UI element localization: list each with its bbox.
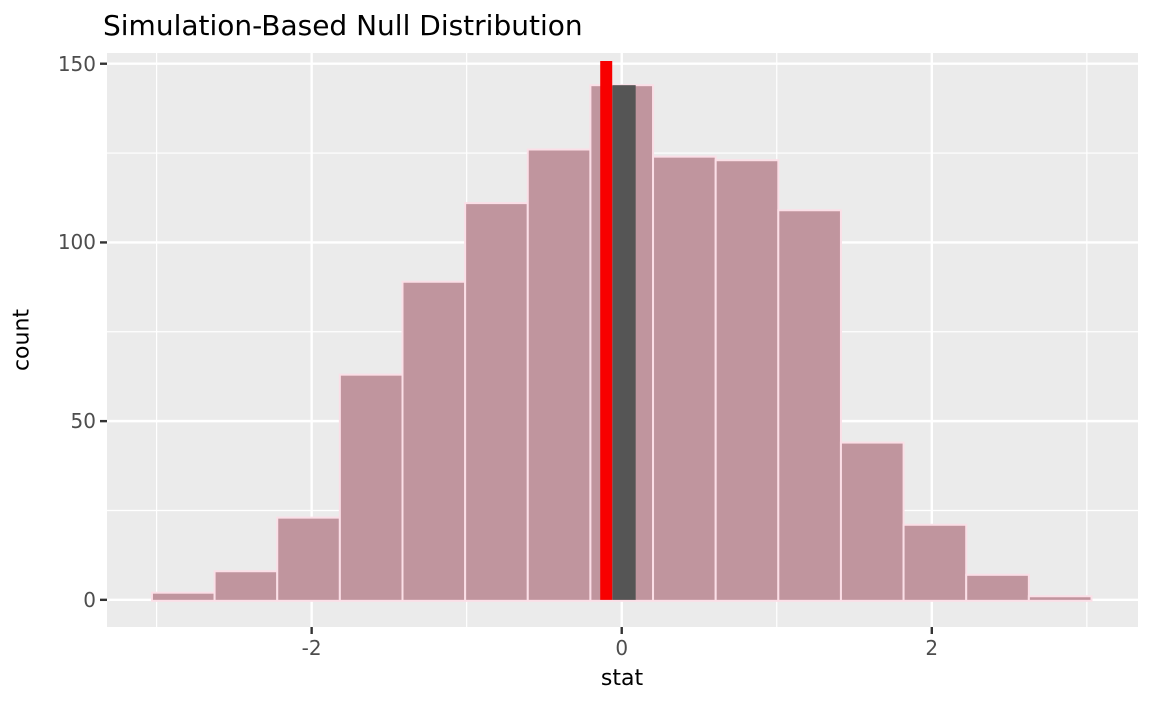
highlight-bar [612,85,636,600]
chart-title: Simulation-Based Null Distribution [103,9,583,42]
histogram-bar [777,209,842,602]
histogram-bar [213,570,279,602]
y-tick-label: 100 [57,230,96,255]
observed-stat-line [600,61,613,600]
histogram-bar [902,523,968,602]
x-tick-label: 0 [615,636,629,660]
histogram-bar [276,516,341,602]
y-tick-label: 0 [83,587,96,612]
histogram-bar [338,373,404,602]
histogram-bar [1027,595,1093,602]
histogram-bar [839,441,905,602]
x-axis-title: stat [600,666,644,691]
histogram-bar [464,202,529,602]
histogram-bar [150,591,216,602]
histogram-bar [714,159,780,602]
y-tick-label: 150 [57,51,96,76]
x-tick-label: -2 [301,636,322,660]
histogram-bar [401,280,467,602]
histogram-bar [652,155,717,602]
histogram-bar [965,573,1030,602]
y-tick-label: 50 [70,409,96,434]
histogram-bar [526,148,592,602]
x-tick-label: 2 [925,636,939,660]
